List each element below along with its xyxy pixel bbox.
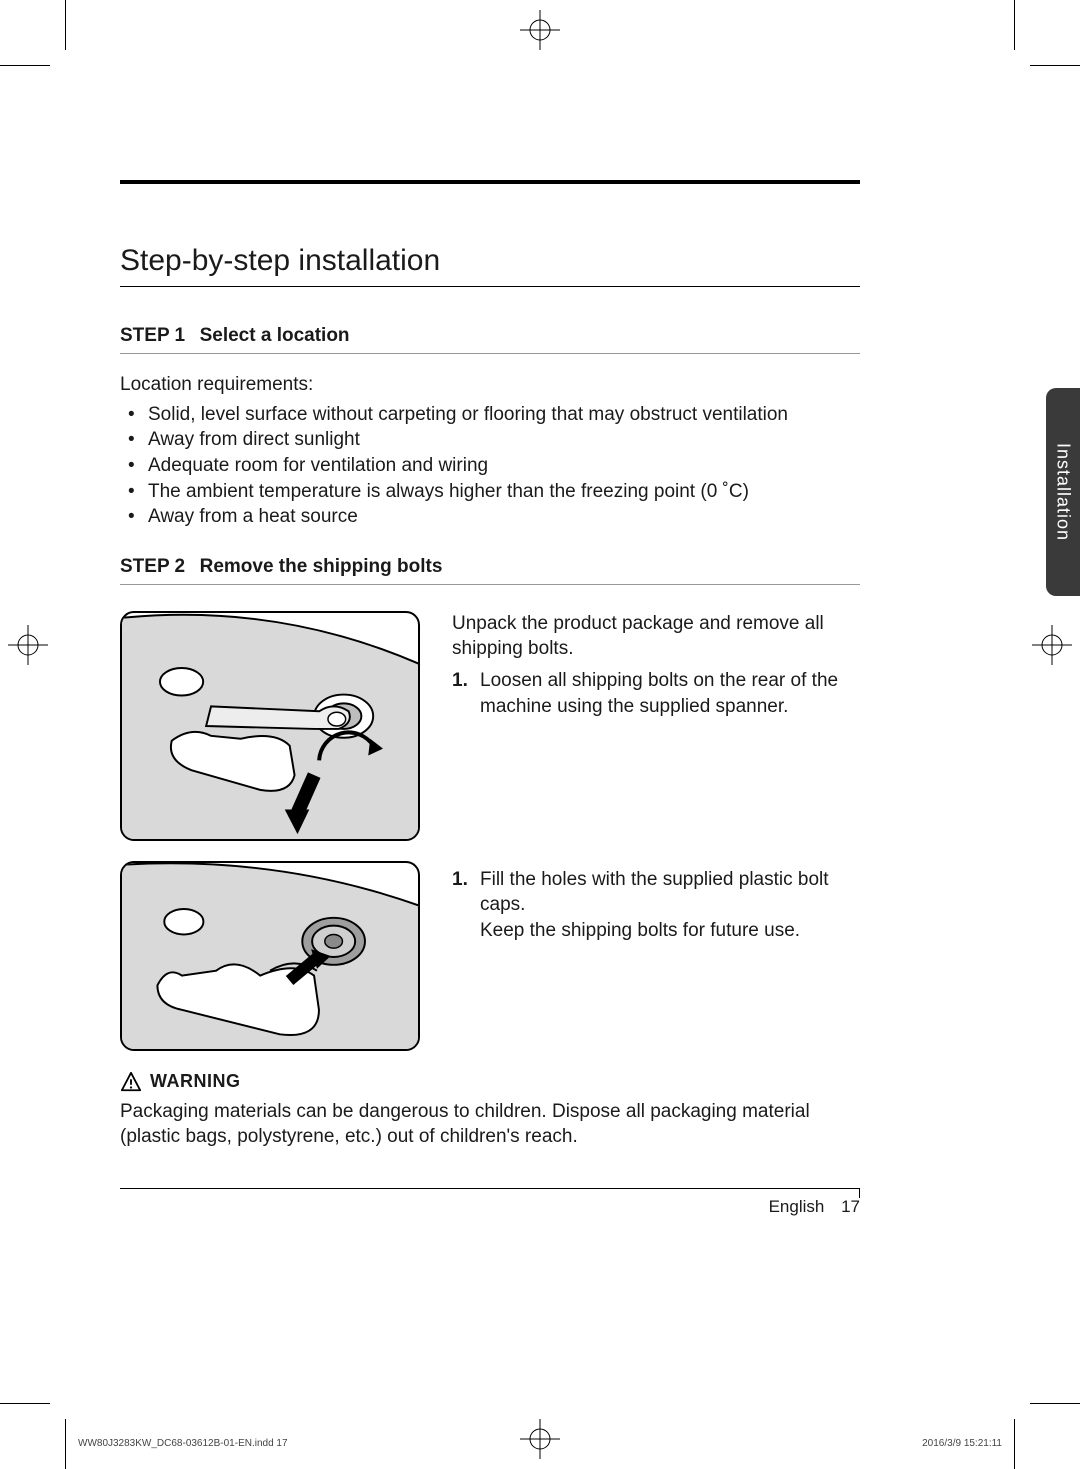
bullet-item: Away from a heat source bbox=[120, 504, 860, 530]
step1-rule bbox=[120, 353, 860, 354]
warning-icon bbox=[120, 1071, 142, 1093]
list-subtext: Keep the shipping bolts for future use. bbox=[480, 920, 800, 941]
footer-rule bbox=[120, 1188, 860, 1189]
crop-mark bbox=[0, 65, 50, 66]
imprint-date: 2016/3/9 15:21:11 bbox=[922, 1438, 1002, 1449]
list-item: 1. Loosen all shipping bolts on the rear… bbox=[452, 668, 860, 719]
crop-mark bbox=[65, 0, 66, 50]
bullet-item: The ambient temperature is always higher… bbox=[120, 479, 860, 505]
warning-text: Packaging materials can be dangerous to … bbox=[120, 1099, 860, 1150]
crop-mark bbox=[1030, 1403, 1080, 1404]
step2-block1: Unpack the product package and remove al… bbox=[120, 611, 860, 841]
footer-language: English bbox=[769, 1197, 825, 1216]
illustration-loosen-bolts bbox=[120, 611, 420, 841]
footer-text: English 17 bbox=[120, 1197, 860, 1217]
illustration-bolt-caps bbox=[120, 861, 420, 1051]
registration-mark-icon bbox=[1032, 625, 1072, 665]
warning-header: WARNING bbox=[120, 1071, 860, 1093]
step2-label: STEP 2 bbox=[120, 556, 185, 577]
list-number: 1. bbox=[452, 668, 468, 694]
step2-rule bbox=[120, 584, 860, 585]
list-text: Fill the holes with the supplied plastic… bbox=[480, 869, 829, 916]
bullet-item: Solid, level surface without carpeting o… bbox=[120, 402, 860, 428]
step1-bullets: Solid, level surface without carpeting o… bbox=[120, 402, 860, 530]
registration-mark-icon bbox=[520, 10, 560, 50]
step2-header: STEP 2 Remove the shipping bolts bbox=[120, 556, 860, 578]
crop-mark bbox=[1030, 65, 1080, 66]
page-content: Step-by-step installation STEP 1 Select … bbox=[120, 180, 860, 1150]
list-item: 1. Fill the holes with the supplied plas… bbox=[452, 867, 860, 944]
step2-block1-desc: Unpack the product package and remove al… bbox=[452, 611, 860, 841]
section-tab-label: Installation bbox=[1053, 443, 1074, 541]
crop-mark bbox=[0, 1403, 50, 1404]
registration-mark-icon bbox=[8, 625, 48, 665]
crop-mark bbox=[65, 1419, 66, 1469]
section-title: Step-by-step installation bbox=[120, 244, 860, 278]
step1-header: STEP 1 Select a location bbox=[120, 325, 860, 347]
footer-page-number: 17 bbox=[841, 1197, 860, 1216]
top-rule bbox=[120, 180, 860, 184]
step2-block2: 1. Fill the holes with the supplied plas… bbox=[120, 861, 860, 1051]
step1-label: STEP 1 bbox=[120, 325, 185, 346]
footer-tick bbox=[859, 1188, 860, 1198]
step2-block1-intro: Unpack the product package and remove al… bbox=[452, 611, 860, 662]
imprint-file: WW80J3283KW_DC68-03612B-01-EN.indd 17 bbox=[78, 1438, 288, 1449]
bullet-item: Adequate room for ventilation and wiring bbox=[120, 453, 860, 479]
step2-title: Remove the shipping bolts bbox=[200, 556, 443, 577]
step1-intro: Location requirements: bbox=[120, 372, 860, 398]
title-rule bbox=[120, 286, 860, 287]
registration-mark-icon bbox=[520, 1419, 560, 1459]
step2-block2-desc: 1. Fill the holes with the supplied plas… bbox=[452, 861, 860, 1051]
section-tab: Installation bbox=[1046, 388, 1080, 596]
list-text: Loosen all shipping bolts on the rear of… bbox=[480, 670, 838, 717]
crop-mark bbox=[1014, 0, 1015, 50]
bullet-item: Away from direct sunlight bbox=[120, 427, 860, 453]
crop-mark bbox=[1014, 1419, 1015, 1469]
warning-label: WARNING bbox=[150, 1071, 241, 1092]
page-footer: English 17 bbox=[120, 1188, 860, 1217]
step1-title: Select a location bbox=[200, 325, 350, 346]
list-number: 1. bbox=[452, 867, 468, 893]
